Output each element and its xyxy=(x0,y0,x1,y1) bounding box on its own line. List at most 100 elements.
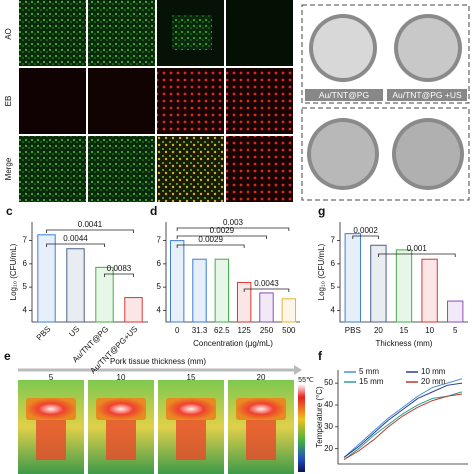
plate-label: Au/TNT@PG xyxy=(319,90,369,100)
frame xyxy=(301,4,470,104)
x-tick-label: 15 xyxy=(400,326,409,335)
y-tick-label: 7 xyxy=(157,236,162,245)
x-tick-label: PBS xyxy=(35,325,53,343)
bar xyxy=(66,248,85,323)
y-axis-label: Temperature (°C) xyxy=(315,386,324,448)
image xyxy=(19,136,86,202)
panel-label: c xyxy=(6,204,13,218)
row-label: Merge xyxy=(4,157,13,180)
y-tick-label: 30 xyxy=(324,422,333,431)
y-tick-label: 6 xyxy=(23,259,28,268)
x-tick-label: US xyxy=(67,325,81,339)
bar xyxy=(192,258,207,323)
bar xyxy=(37,234,56,323)
bracket xyxy=(104,273,134,277)
image xyxy=(157,68,224,134)
hot-spot xyxy=(26,398,76,420)
line xyxy=(343,391,463,461)
bar xyxy=(124,297,143,323)
hot-spot xyxy=(236,398,286,420)
x-tick-label: 20 xyxy=(374,326,383,335)
x-tick-label: 125 xyxy=(237,326,251,335)
bracket xyxy=(378,253,456,257)
panel-label: g xyxy=(318,204,325,218)
label-bg xyxy=(387,89,467,101)
image xyxy=(226,68,293,134)
panel-label: d xyxy=(150,204,157,218)
image xyxy=(19,0,86,66)
image xyxy=(226,136,293,202)
x-tick-label: 10 xyxy=(425,326,434,335)
panel-label: e xyxy=(4,349,11,363)
image xyxy=(172,15,212,50)
plate xyxy=(398,18,458,78)
x-tick-label: 500 xyxy=(282,326,296,335)
hot-spot xyxy=(166,398,216,420)
legend-label: 5 mm xyxy=(359,367,379,376)
y-tick-label: 5 xyxy=(157,282,162,291)
y-tick-label: 5 xyxy=(331,282,336,291)
y-axis-label: Log₁₀ (CFU/mL) xyxy=(9,243,18,300)
bar xyxy=(214,258,230,323)
image xyxy=(157,136,224,202)
line xyxy=(343,393,463,461)
y-tick-label: 7 xyxy=(331,236,336,245)
bracket xyxy=(46,243,105,247)
thermal-images xyxy=(18,365,305,474)
image xyxy=(88,0,155,66)
x-axis-label: Concentration (μg/mL) xyxy=(193,339,273,348)
image xyxy=(226,0,293,66)
bracket xyxy=(176,235,267,239)
p-value: 0.0029 xyxy=(210,226,235,235)
label-bg xyxy=(305,89,383,101)
line xyxy=(343,382,463,458)
bracket xyxy=(176,244,245,248)
x-tick-label: 31.3 xyxy=(192,326,208,335)
thermal-label: 20 xyxy=(257,373,266,382)
y-tick-label: 5 xyxy=(23,282,28,291)
axis xyxy=(165,222,300,323)
bracket xyxy=(46,229,134,233)
plate xyxy=(311,122,375,186)
legend-label: 15 mm xyxy=(359,377,384,386)
bar xyxy=(370,244,387,323)
p-value: 0.0044 xyxy=(63,234,88,243)
bar xyxy=(344,233,361,323)
thermal-label: 10 xyxy=(117,373,126,382)
x-axis-label: Thickness (mm) xyxy=(376,339,433,348)
hot-spot xyxy=(96,398,146,420)
row-label: EB xyxy=(4,96,13,107)
bar xyxy=(421,258,438,323)
plate xyxy=(396,122,460,186)
body xyxy=(246,420,276,460)
y-tick-label: 40 xyxy=(324,400,333,409)
x-tick-label: 250 xyxy=(260,326,274,335)
image xyxy=(88,136,155,202)
p-value: 0.0002 xyxy=(353,226,378,235)
y-tick-label: 4 xyxy=(23,305,28,314)
p-value: 0.0043 xyxy=(254,279,279,288)
bar xyxy=(169,240,185,323)
legend-label: 20 mm xyxy=(421,377,446,386)
legend-label: 10 mm xyxy=(421,367,446,376)
bar xyxy=(95,266,114,323)
plates: Au/TNT@PG Au/TNT@PG +US xyxy=(301,4,470,201)
panel-label: f xyxy=(318,349,323,363)
y-tick-label: 50 xyxy=(324,378,333,387)
color-bar xyxy=(298,384,305,472)
bracket xyxy=(243,288,290,292)
y-tick-label: 4 xyxy=(331,305,336,314)
bar xyxy=(236,281,252,323)
p-value: 0.0083 xyxy=(107,264,132,273)
p-value: 0.0029 xyxy=(198,235,223,244)
bar xyxy=(259,292,274,323)
x-tick-label: 0 xyxy=(175,326,180,335)
body xyxy=(106,420,136,460)
p-value: 0.0041 xyxy=(78,220,103,229)
image xyxy=(88,68,155,134)
body xyxy=(176,420,206,460)
x-tick-label: PBS xyxy=(345,326,361,335)
microscopy-grid xyxy=(19,0,293,202)
body xyxy=(36,420,66,460)
